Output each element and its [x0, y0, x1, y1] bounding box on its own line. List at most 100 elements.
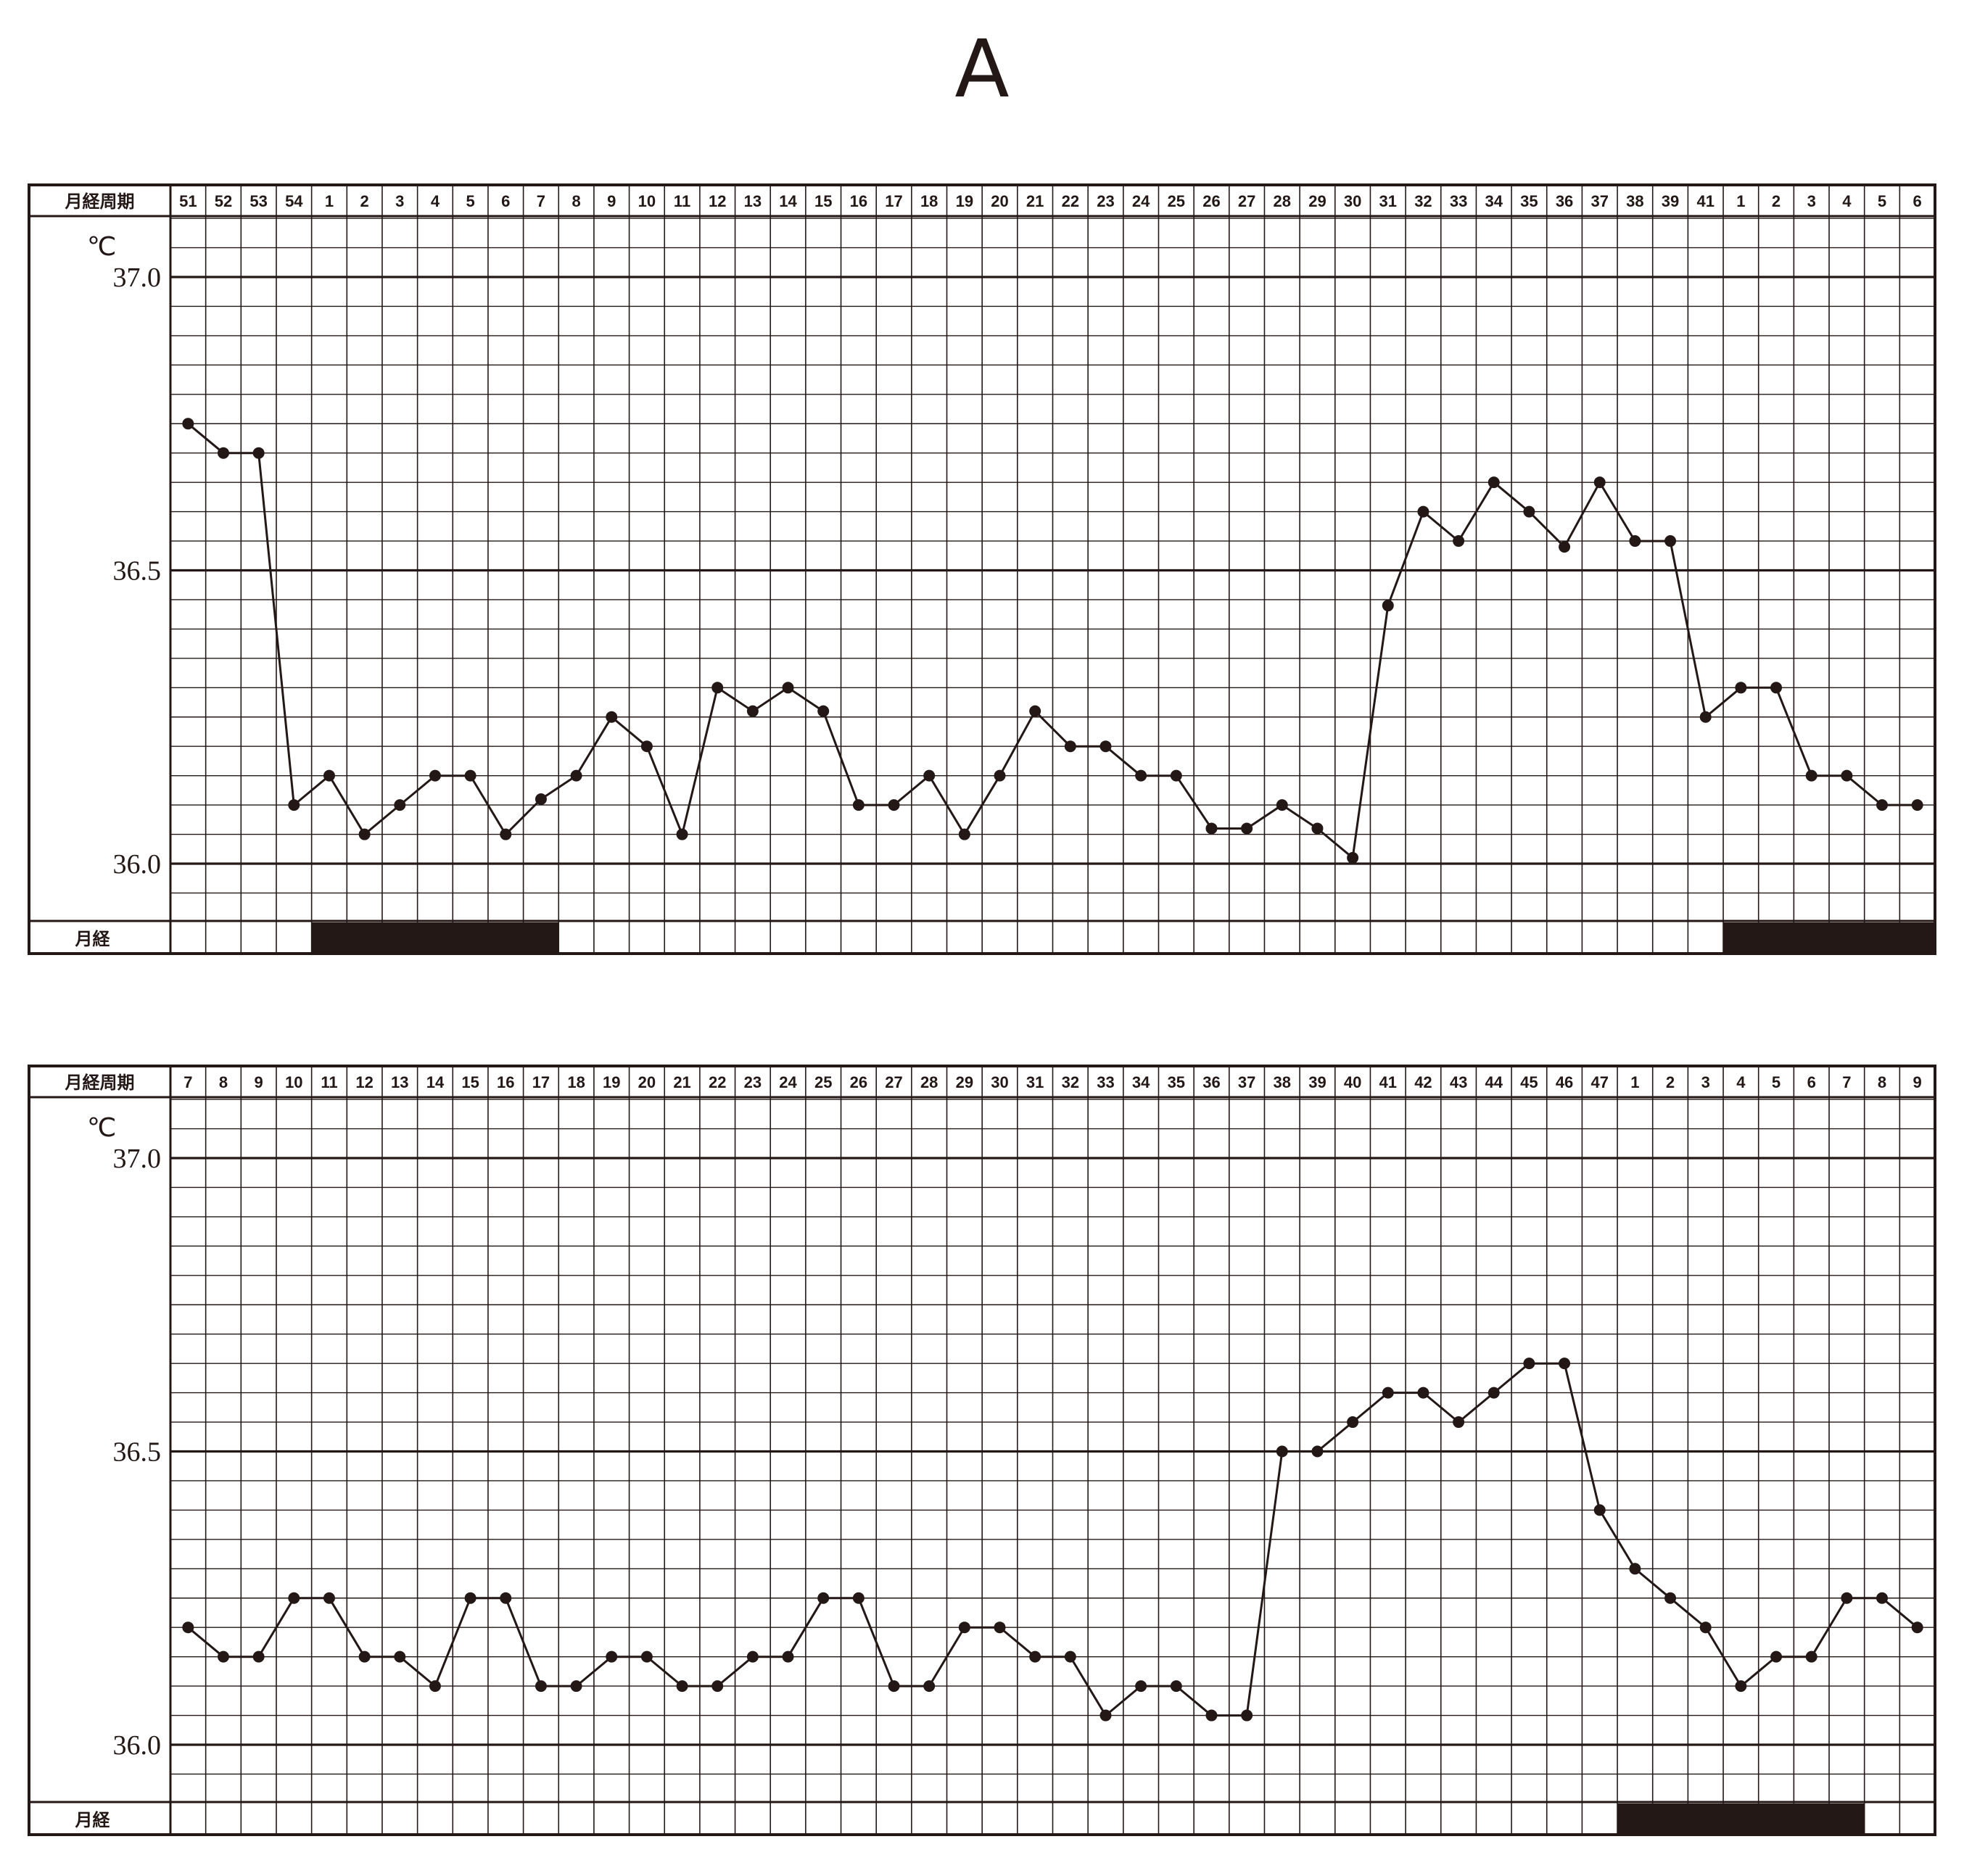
chart-2-frame — [28, 1065, 1936, 1836]
temperature-point — [1276, 799, 1288, 811]
temperature-point — [1523, 505, 1535, 518]
temperature-point — [1382, 1387, 1394, 1399]
y-tick-label: 36.5 — [113, 1437, 162, 1468]
chart-2-y-unit: ℃ — [87, 1113, 116, 1142]
temperature-point — [1241, 822, 1253, 835]
x-tick-label: 37 — [1590, 192, 1608, 210]
temperature-point — [570, 1680, 582, 1693]
temperature-point — [1841, 769, 1853, 782]
x-tick-label: 43 — [1450, 1073, 1467, 1091]
x-tick-label: 9 — [607, 192, 616, 210]
x-tick-label: 15 — [814, 192, 832, 210]
menses-bar — [1617, 1803, 1654, 1833]
x-tick-label: 29 — [1308, 192, 1326, 210]
temperature-point — [1064, 740, 1076, 753]
x-tick-label: 31 — [1379, 192, 1397, 210]
x-tick-label: 30 — [991, 1073, 1008, 1091]
temperature-point — [288, 799, 300, 811]
x-tick-label: 39 — [1662, 192, 1679, 210]
temperature-point — [1064, 1650, 1076, 1663]
x-tick-label: 3 — [1807, 192, 1816, 210]
temperature-point — [1347, 851, 1359, 864]
temperature-point — [358, 1650, 371, 1663]
x-tick-label: 32 — [1062, 1073, 1079, 1091]
temperature-point — [1382, 600, 1394, 612]
chart-2-menses-bars — [1617, 1803, 1865, 1833]
x-tick-label: 7 — [183, 1073, 192, 1091]
x-tick-label: 30 — [1344, 192, 1361, 210]
x-tick-label: 6 — [501, 192, 510, 210]
x-tick-label: 46 — [1556, 1073, 1573, 1091]
temperature-point — [958, 828, 970, 840]
chart-1-menses-bars — [311, 922, 1936, 952]
x-tick-label: 24 — [1132, 192, 1150, 210]
temperature-point — [1699, 711, 1712, 723]
x-tick-label: 5 — [1878, 192, 1886, 210]
temperature-point — [888, 799, 900, 811]
chart-2-cycle-header: 月経周期 — [65, 1073, 135, 1093]
temperature-point — [746, 1650, 759, 1663]
x-tick-label: 35 — [1520, 192, 1538, 210]
x-tick-label: 18 — [920, 192, 938, 210]
temperature-point — [994, 1621, 1006, 1634]
x-tick-label: 8 — [572, 192, 580, 210]
menses-bar — [1828, 1803, 1865, 1833]
x-tick-label: 11 — [321, 1073, 337, 1091]
x-tick-label: 53 — [249, 192, 267, 210]
temperature-point — [817, 1592, 830, 1604]
temperature-point — [394, 1650, 406, 1663]
temperature-point — [570, 769, 582, 782]
temperature-point — [217, 447, 229, 459]
x-tick-label: 10 — [285, 1073, 302, 1091]
y-tick-label: 37.0 — [113, 1144, 162, 1174]
menses-bar — [1722, 1803, 1759, 1833]
temperature-point — [252, 1650, 265, 1663]
temperature-point — [1911, 799, 1923, 811]
x-tick-label: 25 — [1168, 192, 1185, 210]
x-tick-label: 33 — [1450, 192, 1467, 210]
x-tick-label: 25 — [814, 1073, 832, 1091]
x-tick-label: 14 — [426, 1073, 445, 1091]
chart-2-x-tick-labels: 7 8 9 10 11 12 13 14 15 16 17 18 19 20 21 22 23 24 25 26 27 2… — [183, 1073, 1922, 1091]
x-tick-label: 35 — [1168, 1073, 1185, 1091]
temperature-point — [1770, 682, 1783, 694]
y-tick-label: 36.0 — [113, 1730, 162, 1761]
temperature-point — [182, 1621, 194, 1634]
temperature-point — [782, 1650, 794, 1663]
temperature-point — [1170, 769, 1182, 782]
menses-bar — [523, 922, 559, 952]
x-tick-label: 22 — [1062, 192, 1079, 210]
x-tick-label: 41 — [1379, 1073, 1397, 1091]
temperature-point — [1099, 1709, 1112, 1722]
y-tick-label: 37.0 — [113, 263, 162, 293]
x-tick-label: 3 — [1701, 1073, 1710, 1091]
x-tick-label: 19 — [603, 1073, 620, 1091]
temperature-point — [1453, 535, 1465, 547]
temperature-point — [1099, 740, 1112, 753]
temperature-point — [958, 1621, 970, 1634]
chart-1-frame — [28, 183, 1936, 955]
x-tick-label: 10 — [638, 192, 656, 210]
x-tick-label: 26 — [1202, 192, 1220, 210]
x-tick-label: 12 — [355, 1073, 373, 1091]
temperature-point — [817, 705, 830, 717]
temperature-point — [182, 418, 194, 430]
x-tick-label: 1 — [1630, 1073, 1639, 1091]
x-tick-label: 3 — [395, 192, 404, 210]
x-tick-label: 6 — [1913, 192, 1922, 210]
x-tick-label: 13 — [391, 1073, 408, 1091]
x-tick-label: 8 — [1878, 1073, 1886, 1091]
temperature-point — [994, 769, 1006, 782]
temperature-point — [252, 447, 265, 459]
x-tick-label: 1 — [1736, 192, 1745, 210]
temperature-point — [288, 1592, 300, 1604]
x-tick-label: 34 — [1132, 1073, 1150, 1091]
x-tick-label: 23 — [1097, 192, 1114, 210]
temperature-point — [676, 1680, 688, 1693]
chart-1-grid — [170, 185, 1935, 954]
temperature-point — [464, 1592, 476, 1604]
temperature-point — [923, 1680, 936, 1693]
temperature-point — [1805, 769, 1817, 782]
x-tick-label: 9 — [1913, 1073, 1922, 1091]
menses-bar — [1758, 1803, 1794, 1833]
